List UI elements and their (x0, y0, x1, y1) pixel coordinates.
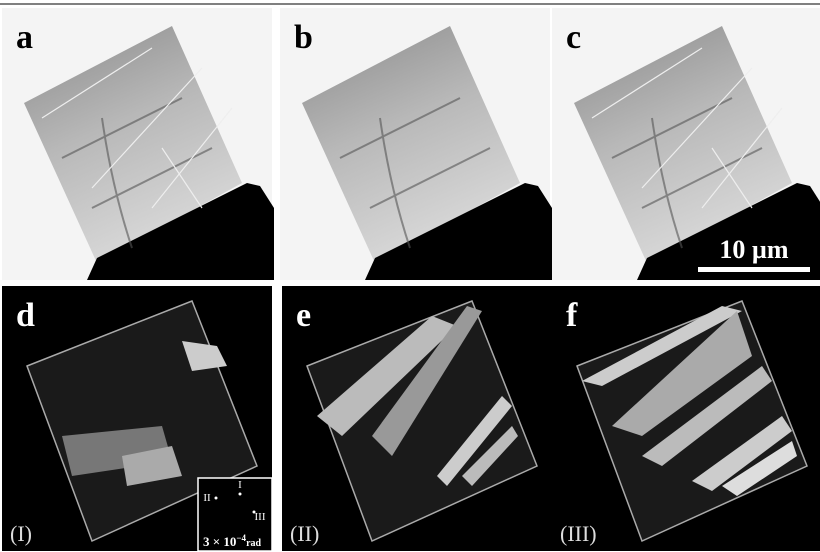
panel-label: c (566, 19, 581, 56)
inset: I II III 3 × 10−4rad (198, 478, 272, 551)
panel-a: a (2, 8, 274, 280)
panel-label: b (294, 19, 313, 56)
panel-roman: (I) (10, 521, 32, 546)
spot-label: II (203, 492, 211, 504)
panel-roman: (II) (290, 521, 319, 546)
panel-roman: (III) (560, 521, 597, 546)
panel-d: d (I) I II III 3 × 10−4rad (2, 286, 272, 551)
panel-label: d (16, 297, 35, 334)
scale-bar (698, 267, 810, 272)
spot-label: I (238, 479, 242, 491)
figure: a b c 10 µm d (I) I II III 3 × 10−4rad (0, 0, 820, 552)
panel-e: e (II) (282, 286, 552, 551)
panel-label: f (566, 297, 578, 334)
panel-label: a (16, 19, 33, 56)
panel-b: b (280, 8, 552, 280)
panel-f: f (III) (552, 286, 820, 551)
scale-bar-label: 10 µm (719, 235, 788, 264)
spot-label: III (255, 511, 266, 523)
panel-c: c 10 µm (552, 8, 820, 280)
panel-label: e (296, 297, 311, 334)
